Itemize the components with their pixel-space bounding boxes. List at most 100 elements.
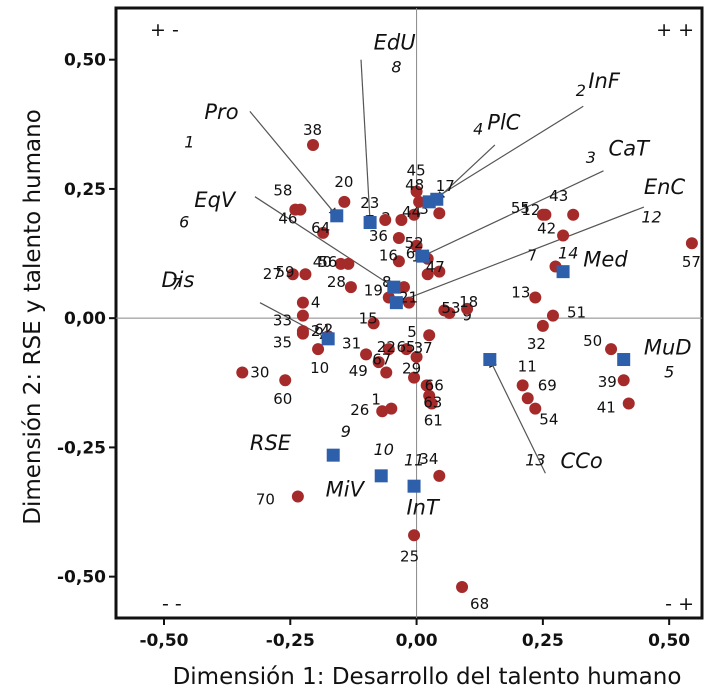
data-point-label: 38 <box>303 121 322 139</box>
category-marker <box>326 448 340 462</box>
category-marker <box>556 265 570 279</box>
data-point <box>296 327 309 340</box>
data-point-label: 25 <box>400 547 419 565</box>
category-arrow <box>254 196 395 288</box>
data-point-label: 12 <box>521 201 540 219</box>
category-marker <box>416 249 430 263</box>
x-tick-label: 0,25 <box>522 631 564 651</box>
data-point-label: 11 <box>518 357 537 375</box>
data-point <box>529 402 542 415</box>
plot-border <box>114 6 704 620</box>
data-point-label: 43 <box>549 187 568 205</box>
category-name-label: InT <box>406 496 441 520</box>
category-number-label: 5 <box>664 363 674 382</box>
data-point-label: 52 <box>405 234 424 252</box>
category-arrow <box>360 59 374 224</box>
category-marker <box>617 353 631 367</box>
category-marker <box>321 332 335 346</box>
data-point <box>312 343 325 356</box>
category-number-label: 13 <box>525 451 545 470</box>
plot-frame <box>114 6 704 620</box>
data-point-label: 45 <box>407 162 426 180</box>
data-point <box>296 309 309 322</box>
data-point-label: 48 <box>405 176 424 194</box>
quadrant-label-top-left: + - <box>150 19 179 41</box>
y-axis-title: Dimensión 2: RSE y talento humano <box>20 109 46 525</box>
data-point <box>529 291 542 304</box>
data-point <box>380 366 393 379</box>
data-point <box>379 213 392 226</box>
data-point-label: 18 <box>459 293 478 311</box>
data-point-label: 34 <box>419 450 438 468</box>
category-number-label: 7 <box>172 275 183 294</box>
data-point-label: 65 <box>396 338 415 356</box>
category-number-label: 2 <box>576 81 586 100</box>
data-point <box>403 296 415 309</box>
data-point-label: 17 <box>436 177 455 195</box>
data-point <box>307 138 320 151</box>
data-point <box>685 237 698 250</box>
data-point-label: 68 <box>470 595 489 613</box>
data-point-label: 15 <box>359 309 378 327</box>
data-point-label: 27 <box>263 265 282 283</box>
quadrant-labels: + - + + - - - + <box>150 19 694 615</box>
reference-lines <box>116 8 702 618</box>
data-point-label: 26 <box>350 401 369 419</box>
data-point <box>567 208 580 221</box>
quadrant-label-bottom-left: - - <box>162 593 182 615</box>
data-point-label: 40 <box>313 253 332 271</box>
category-name-label: MiV <box>326 478 366 502</box>
category-arrow <box>428 105 584 203</box>
category-number-label: 12 <box>641 208 661 227</box>
data-point-label: 6 <box>406 245 416 263</box>
category-number-label: 14 <box>558 244 578 263</box>
category-number-label: 6 <box>179 213 189 232</box>
category-name-label: MuD <box>644 335 692 359</box>
data-point-label: 28 <box>327 273 346 291</box>
category-marker <box>363 216 377 230</box>
category-name-label: Pro <box>204 100 238 124</box>
category-arrow <box>436 144 496 200</box>
category-arrow <box>249 111 338 217</box>
data-point <box>338 195 351 208</box>
data-point-label: 22 <box>377 338 396 356</box>
category-number-label: 1 <box>184 133 194 152</box>
data-point-label: 64 <box>311 219 330 237</box>
category-name-label: RSE <box>250 431 292 455</box>
data-point <box>521 392 534 405</box>
data-point <box>456 580 469 593</box>
category-marker <box>430 192 444 206</box>
data-point-label: 61 <box>424 411 443 429</box>
category-arrow <box>489 358 546 474</box>
data-point <box>279 374 292 387</box>
category-marker <box>407 479 421 493</box>
data-point <box>557 229 570 242</box>
data-point-label: 35 <box>273 334 292 352</box>
data-point-label: 8 <box>382 273 392 291</box>
data-point <box>536 208 549 221</box>
category-arrow <box>395 206 645 304</box>
data-point-label: 67 <box>372 350 391 368</box>
category-marker <box>374 469 388 483</box>
category-arrows <box>249 59 645 474</box>
data-point <box>443 307 456 319</box>
data-point <box>413 195 426 208</box>
data-point-label: 21 <box>399 289 418 307</box>
data-point <box>392 232 405 245</box>
data-point-label: 47 <box>426 258 445 276</box>
data-point-label: 36 <box>369 227 388 245</box>
data-point-label: 23 <box>360 194 379 212</box>
data-point <box>546 309 559 322</box>
data-point <box>410 350 423 363</box>
data-point-label: 69 <box>538 376 557 394</box>
data-point <box>317 226 330 239</box>
data-point-label: 53 <box>441 299 460 317</box>
category-number-label: 10 <box>374 440 394 459</box>
data-point <box>622 397 635 410</box>
category-marker <box>483 353 497 367</box>
data-point <box>410 239 423 252</box>
category-name-label: CaT <box>609 136 652 160</box>
data-point <box>433 207 446 220</box>
x-tick-label: -0,25 <box>266 631 315 651</box>
